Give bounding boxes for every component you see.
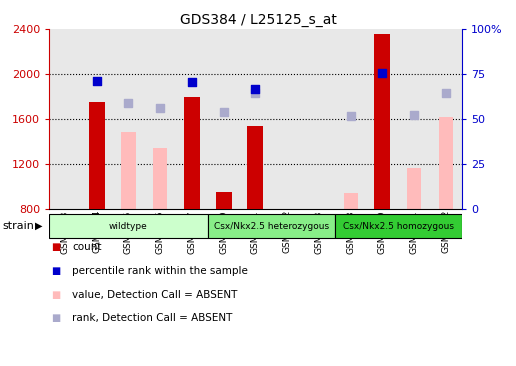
Text: value, Detection Call = ABSENT: value, Detection Call = ABSENT — [72, 290, 237, 300]
Point — [410, 112, 418, 118]
Bar — [375, 34, 391, 209]
Point — [219, 109, 228, 115]
Point — [378, 70, 386, 76]
Bar — [89, 102, 105, 209]
FancyBboxPatch shape — [208, 214, 335, 238]
FancyBboxPatch shape — [335, 214, 462, 238]
Text: GDS384 / L25125_s_at: GDS384 / L25125_s_at — [180, 13, 336, 27]
Text: ■: ■ — [52, 266, 61, 276]
Text: Csx/Nkx2.5 homozygous: Csx/Nkx2.5 homozygous — [343, 221, 454, 231]
Bar — [407, 168, 422, 209]
Text: rank, Detection Call = ABSENT: rank, Detection Call = ABSENT — [72, 313, 233, 324]
Text: count: count — [72, 242, 102, 252]
Bar — [184, 97, 200, 209]
Bar — [439, 117, 453, 209]
Text: wildtype: wildtype — [109, 221, 148, 231]
Text: strain: strain — [3, 221, 35, 231]
Text: Csx/Nkx2.5 heterozygous: Csx/Nkx2.5 heterozygous — [214, 221, 329, 231]
Text: percentile rank within the sample: percentile rank within the sample — [72, 266, 248, 276]
Bar — [121, 132, 136, 209]
Bar — [153, 148, 167, 209]
Point — [124, 100, 133, 106]
Point — [156, 105, 164, 111]
Text: ▶: ▶ — [35, 221, 42, 231]
Point — [347, 113, 355, 119]
Bar — [248, 126, 263, 209]
FancyBboxPatch shape — [49, 214, 208, 238]
Point — [442, 90, 450, 96]
Text: ■: ■ — [52, 242, 61, 252]
Text: ■: ■ — [52, 313, 61, 324]
Bar — [344, 193, 358, 209]
Point — [92, 78, 101, 84]
Text: ■: ■ — [52, 290, 61, 300]
Point — [188, 79, 196, 85]
Point — [251, 86, 260, 92]
Point — [251, 90, 260, 96]
Bar — [216, 192, 232, 209]
